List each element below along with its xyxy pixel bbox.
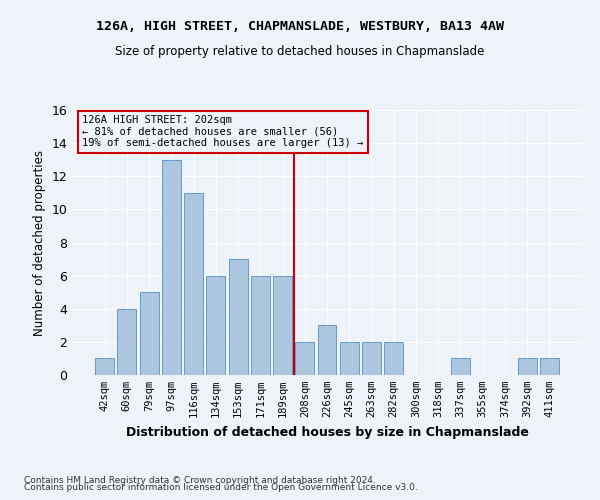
Text: 126A, HIGH STREET, CHAPMANSLADE, WESTBURY, BA13 4AW: 126A, HIGH STREET, CHAPMANSLADE, WESTBUR… bbox=[96, 20, 504, 33]
Y-axis label: Number of detached properties: Number of detached properties bbox=[33, 150, 46, 336]
Bar bbox=[540, 358, 559, 375]
Bar bbox=[229, 259, 248, 375]
Text: Size of property relative to detached houses in Chapmanslade: Size of property relative to detached ho… bbox=[115, 45, 485, 58]
Bar bbox=[206, 276, 225, 375]
Bar bbox=[184, 193, 203, 375]
Text: Contains HM Land Registry data © Crown copyright and database right 2024.: Contains HM Land Registry data © Crown c… bbox=[24, 476, 376, 485]
Bar bbox=[162, 160, 181, 375]
Bar bbox=[251, 276, 270, 375]
Bar bbox=[384, 342, 403, 375]
Text: 126A HIGH STREET: 202sqm
← 81% of detached houses are smaller (56)
19% of semi-d: 126A HIGH STREET: 202sqm ← 81% of detach… bbox=[82, 116, 364, 148]
Bar bbox=[95, 358, 114, 375]
Bar bbox=[273, 276, 292, 375]
Bar bbox=[518, 358, 536, 375]
Text: Contains public sector information licensed under the Open Government Licence v3: Contains public sector information licen… bbox=[24, 484, 418, 492]
Bar bbox=[295, 342, 314, 375]
Bar bbox=[362, 342, 381, 375]
Bar bbox=[140, 292, 158, 375]
X-axis label: Distribution of detached houses by size in Chapmanslade: Distribution of detached houses by size … bbox=[125, 426, 529, 438]
Bar bbox=[451, 358, 470, 375]
Bar bbox=[317, 326, 337, 375]
Bar bbox=[118, 308, 136, 375]
Bar bbox=[340, 342, 359, 375]
